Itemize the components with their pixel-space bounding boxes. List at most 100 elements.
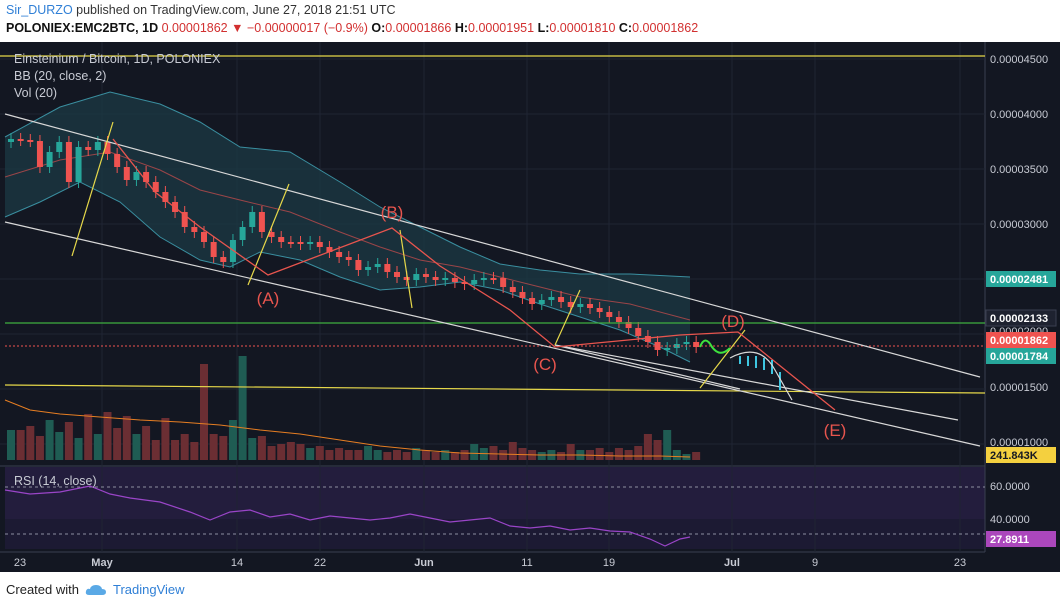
tag-last: 0.00001862 bbox=[990, 335, 1048, 347]
rsi-indicator-label[interactable]: RSI (14, close) bbox=[14, 474, 97, 488]
candle-body bbox=[239, 227, 246, 240]
candle-body bbox=[480, 278, 487, 280]
cyan-projection-marks bbox=[739, 356, 781, 390]
chart-title[interactable]: Einsteinium / Bitcoin, 1D, POLONIEX bbox=[14, 52, 221, 66]
chart-area[interactable]: (A) (B) (C) (D) (E) 0.00004500 0.0000400… bbox=[0, 42, 1060, 572]
open-label: O: bbox=[371, 21, 386, 35]
volume-bar bbox=[614, 448, 623, 460]
candle-body bbox=[615, 317, 622, 322]
author-link[interactable]: Sir_DURZO bbox=[6, 3, 73, 17]
price-tick-2: 0.00004000 bbox=[990, 109, 1048, 121]
volume-bar bbox=[692, 452, 701, 460]
time-label-7: 19 bbox=[603, 557, 615, 569]
wave-label-b: (B) bbox=[381, 203, 404, 222]
volume-bar bbox=[624, 450, 633, 460]
candle-body bbox=[461, 282, 468, 284]
time-label-8: Jul bbox=[724, 557, 740, 569]
candle-body bbox=[210, 242, 217, 257]
candle-body bbox=[355, 260, 362, 270]
tradingview-link[interactable]: TradingView bbox=[112, 582, 185, 597]
volume-bar bbox=[402, 452, 411, 460]
symbol-label: POLONIEX:EMC2BTC, 1D bbox=[6, 21, 159, 35]
tag-bb-lower-bg bbox=[986, 348, 1056, 364]
volume-bar bbox=[364, 446, 373, 460]
low-value: 0.00001810 bbox=[549, 21, 616, 35]
candle-body bbox=[345, 257, 352, 260]
volume-bar bbox=[64, 422, 73, 460]
volume-bar bbox=[74, 438, 83, 460]
price-axis: 0.00004500 0.00004000 0.00003500 0.00003… bbox=[990, 54, 1048, 449]
candle-body bbox=[133, 172, 140, 180]
volume-bar bbox=[267, 446, 276, 460]
volume-bar bbox=[663, 430, 672, 460]
bollinger-band-fill bbox=[5, 92, 690, 362]
bb-indicator-label[interactable]: BB (20, close, 2) bbox=[14, 69, 107, 83]
volume-bar bbox=[200, 364, 208, 460]
volume-bar bbox=[209, 434, 218, 460]
channel-c-line bbox=[554, 344, 741, 390]
candle-body bbox=[336, 252, 343, 257]
volume-bar bbox=[7, 430, 15, 460]
volume-bar bbox=[93, 434, 102, 460]
high-value: 0.00001951 bbox=[468, 21, 535, 35]
rsi-tick-40: 40.0000 bbox=[990, 514, 1030, 526]
volume-bar bbox=[190, 442, 199, 460]
time-label-9: 9 bbox=[812, 557, 818, 569]
elliott-wave-zigzag bbox=[112, 138, 836, 411]
volume-bar bbox=[277, 444, 286, 460]
last-price: 0.00001862 bbox=[161, 21, 228, 35]
volume-indicator-label[interactable]: Vol (20) bbox=[14, 86, 58, 100]
time-label-1: 23 bbox=[14, 557, 26, 569]
volume-bar bbox=[257, 436, 266, 460]
candle-body bbox=[413, 274, 420, 280]
created-with-text: Created with bbox=[6, 582, 79, 597]
candle-body bbox=[509, 287, 516, 292]
volume-bar bbox=[373, 450, 382, 460]
rsi-tick-60: 60.0000 bbox=[990, 481, 1030, 493]
volume-bar bbox=[489, 446, 498, 460]
price-tick-3: 0.00003500 bbox=[990, 164, 1048, 176]
volume-bar bbox=[518, 448, 527, 460]
time-label-3: 14 bbox=[231, 557, 243, 569]
candle-body bbox=[17, 139, 24, 141]
candle-body bbox=[529, 298, 536, 304]
wave-label-e: (E) bbox=[824, 421, 847, 440]
volume-bar bbox=[161, 418, 170, 460]
time-label-6: 11 bbox=[521, 557, 532, 569]
candle-body bbox=[181, 212, 188, 227]
rsi-band bbox=[5, 467, 985, 519]
volume-bar bbox=[142, 426, 151, 460]
price-chart-svg[interactable]: (A) (B) (C) (D) (E) 0.00004500 0.0000400… bbox=[0, 42, 1060, 572]
volume-bar bbox=[672, 450, 681, 460]
tag-bb-upper-bg bbox=[986, 271, 1056, 287]
volume-bar bbox=[460, 450, 469, 460]
volume-bar bbox=[84, 414, 93, 460]
candle-body bbox=[287, 242, 294, 244]
volume-bar bbox=[595, 448, 604, 460]
candle-body bbox=[596, 308, 603, 312]
volume-bar bbox=[393, 450, 401, 460]
candle-body bbox=[123, 167, 130, 180]
time-label-10: 23 bbox=[954, 557, 966, 569]
volume-bar bbox=[537, 452, 546, 460]
volume-bar bbox=[228, 420, 237, 460]
tradingview-logo-icon[interactable] bbox=[85, 584, 107, 596]
volume-bar bbox=[653, 440, 662, 460]
candle-body bbox=[326, 247, 333, 252]
volume-bar bbox=[103, 412, 112, 460]
volume-bar bbox=[412, 448, 421, 460]
candle-body bbox=[365, 267, 372, 270]
candle-body bbox=[268, 232, 275, 237]
candle-body bbox=[143, 172, 150, 182]
green-projection-curve bbox=[699, 339, 731, 354]
time-axis: 23 May 14 22 Jun 11 19 Jul 9 23 bbox=[14, 557, 966, 569]
candle-body bbox=[36, 141, 43, 167]
volume-bar bbox=[286, 442, 295, 460]
volume-bar bbox=[296, 444, 305, 460]
bb-upper-line bbox=[4, 91, 691, 278]
close-value: 0.00001862 bbox=[632, 21, 699, 35]
volume-bar bbox=[151, 440, 160, 460]
candle-body bbox=[673, 344, 680, 348]
candle-body bbox=[567, 302, 574, 307]
ohlc-bar: POLONIEX:EMC2BTC, 1D 0.00001862 ▼ −0.000… bbox=[6, 21, 698, 35]
